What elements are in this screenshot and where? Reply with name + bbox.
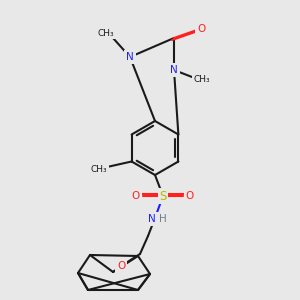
Text: S: S [159, 190, 167, 202]
Text: O: O [132, 191, 140, 201]
Text: CH₃: CH₃ [98, 28, 114, 38]
Text: H: H [159, 214, 167, 224]
Text: O: O [186, 191, 194, 201]
Text: O: O [197, 24, 205, 34]
Text: N: N [148, 214, 156, 224]
Text: N: N [170, 65, 178, 75]
Text: N: N [126, 52, 134, 62]
Text: O: O [117, 261, 125, 271]
Text: CH₃: CH₃ [194, 74, 210, 83]
Text: CH₃: CH₃ [91, 166, 107, 175]
